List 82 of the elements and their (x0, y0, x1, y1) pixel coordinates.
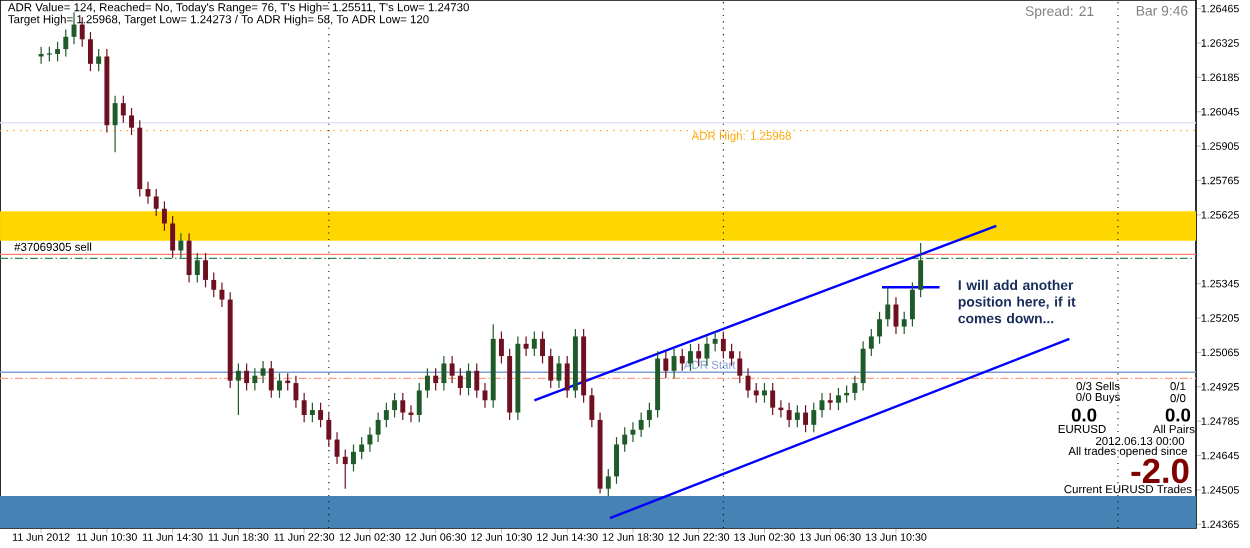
candlestick (235, 362, 241, 416)
candlestick (186, 232, 192, 283)
candlestick (762, 382, 767, 404)
candlestick (646, 402, 652, 428)
candlestick (523, 335, 529, 357)
candlestick (120, 95, 126, 124)
candlestick (852, 375, 858, 401)
candlestick (301, 392, 307, 423)
candlestick (918, 242, 924, 298)
candlestick (400, 392, 406, 421)
candlestick (161, 200, 167, 232)
candlestick (293, 375, 299, 409)
candlestick (457, 367, 463, 396)
candlestick (663, 350, 669, 379)
candlestick (449, 355, 455, 384)
candlestick (277, 372, 282, 399)
candlestick (622, 426, 628, 453)
candlestick (909, 281, 915, 328)
candlestick (877, 311, 882, 345)
candlestick (424, 367, 430, 399)
candlestick (564, 355, 570, 399)
candlestick (679, 348, 685, 372)
candlestick (351, 443, 356, 473)
candlestick (392, 392, 398, 419)
candlestick (112, 95, 118, 153)
candlestick (835, 387, 841, 411)
candlestick (901, 311, 907, 335)
candlestick (803, 404, 809, 433)
candlestick (860, 340, 866, 392)
candlestick (219, 281, 225, 308)
candlestick (474, 362, 480, 399)
candlestick (786, 402, 792, 428)
candlestick (868, 328, 874, 357)
candlestick (416, 382, 422, 423)
candlestick (794, 404, 800, 428)
candlestick (87, 31, 93, 72)
candlestick (326, 411, 332, 448)
candlestick (605, 468, 611, 497)
candlestick (55, 41, 61, 62)
candlestick (712, 330, 718, 352)
candlestick (309, 402, 315, 423)
candlestick (178, 232, 184, 259)
candlestick (614, 436, 619, 485)
annotation: -2.0 (1131, 458, 1189, 484)
candlestick (375, 411, 381, 443)
candlestick (342, 448, 348, 490)
candlestick (630, 421, 636, 443)
candlestick (318, 402, 324, 428)
candlestick (498, 330, 504, 365)
annotation: 0.0 (1165, 408, 1191, 422)
candlestick (260, 360, 266, 384)
candlestick (704, 335, 710, 367)
candlestick (811, 402, 817, 433)
candlestick (367, 426, 373, 453)
candlestick (252, 367, 258, 392)
candlestick (671, 348, 677, 379)
candlestick (203, 252, 208, 288)
candlestick (466, 362, 472, 396)
candlestick (211, 271, 217, 298)
candlestick (737, 350, 743, 384)
annotation: 0.0 (1071, 408, 1097, 422)
candlestick (433, 367, 439, 392)
candlestick (383, 402, 389, 428)
candlestick (548, 348, 554, 389)
candlestick (441, 355, 447, 392)
candlestick (531, 330, 537, 357)
candlestick (63, 28, 69, 58)
candlestick (589, 387, 595, 428)
candlestick (194, 252, 200, 283)
candlestick (359, 436, 365, 460)
candlestick (770, 382, 776, 416)
candlestick (753, 382, 759, 404)
candlestick (96, 48, 102, 72)
candlestick (540, 330, 545, 365)
candlestick (638, 411, 644, 438)
candlestick (268, 360, 274, 399)
candlestick (170, 215, 176, 259)
candlestick (129, 107, 135, 136)
candlestick (153, 188, 159, 217)
candlestick (720, 330, 726, 360)
candlestick (244, 362, 250, 392)
candlestick (885, 286, 891, 328)
